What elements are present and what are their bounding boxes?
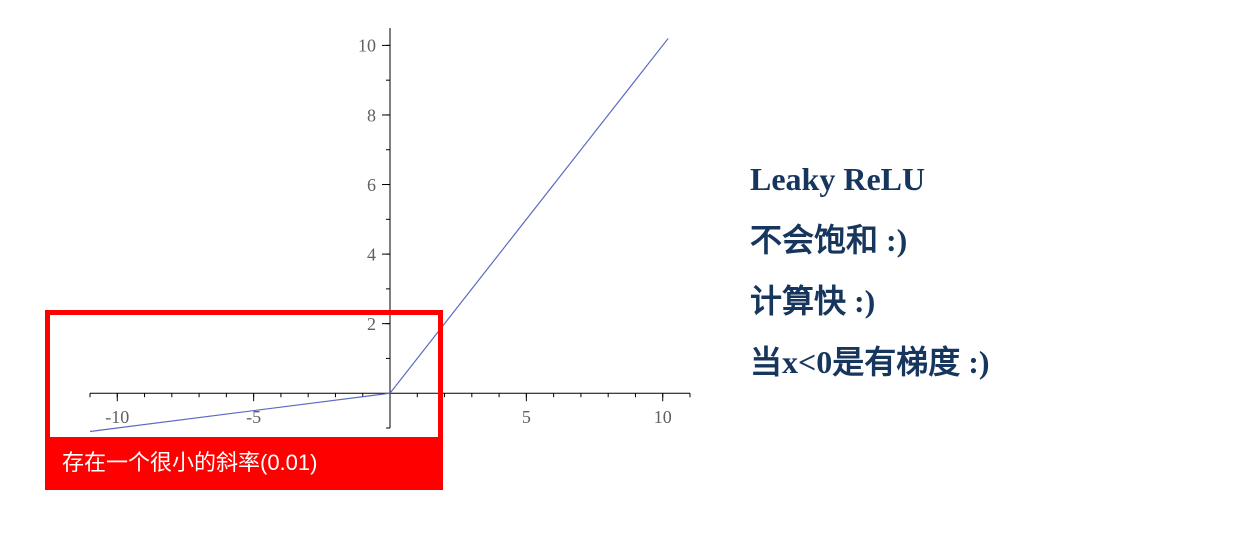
benefit-line-2: 计算快 :) xyxy=(750,271,1200,332)
highlight-label-text: 存在一个很小的斜率(0.01) xyxy=(62,445,317,477)
title-text: Leaky ReLU xyxy=(750,149,1200,210)
highlight-box: 存在一个很小的斜率(0.01) xyxy=(45,310,443,490)
svg-text:5: 5 xyxy=(522,407,531,427)
highlight-label: 存在一个很小的斜率(0.01) xyxy=(50,437,438,485)
svg-text:4: 4 xyxy=(367,244,376,264)
benefit-line-3: 当x<0是有梯度 :) xyxy=(750,332,1200,393)
svg-text:10: 10 xyxy=(654,407,672,427)
svg-text:10: 10 xyxy=(358,36,376,56)
chart-panel: -10-5510246810 存在一个很小的斜率(0.01) xyxy=(0,0,720,542)
description-panel: Leaky ReLU 不会饱和 :) 计算快 :) 当x<0是有梯度 :) xyxy=(720,149,1240,392)
benefit-line-1: 不会饱和 :) xyxy=(750,210,1200,271)
svg-text:8: 8 xyxy=(367,105,376,125)
svg-text:6: 6 xyxy=(367,175,376,195)
